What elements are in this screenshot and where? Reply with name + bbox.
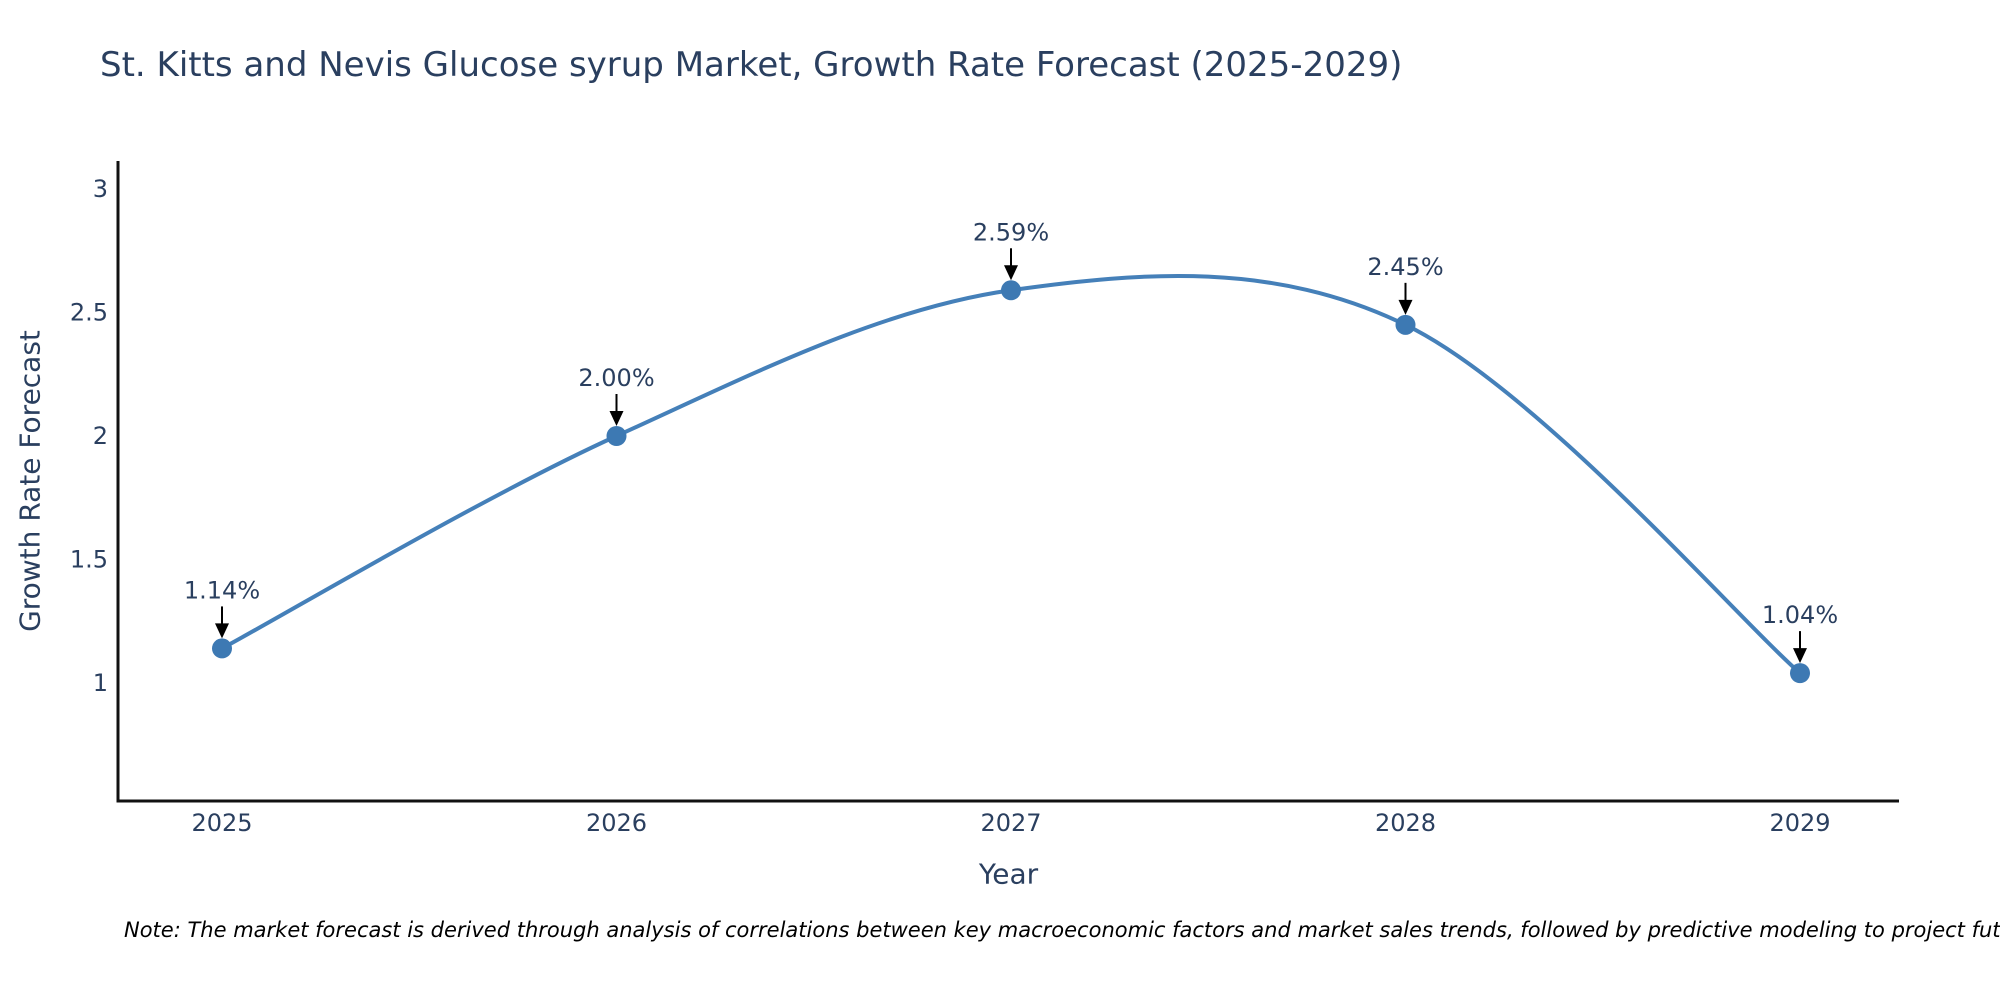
annotation-arrowhead bbox=[1004, 265, 1018, 281]
x-tick-label: 2025 bbox=[191, 809, 252, 837]
point-value-label: 2.59% bbox=[973, 218, 1049, 246]
annotation-arrowhead bbox=[1793, 648, 1807, 664]
x-tick-label: 2028 bbox=[1375, 809, 1436, 837]
y-tick-label: 1 bbox=[93, 669, 108, 697]
point-value-label: 2.45% bbox=[1367, 253, 1443, 281]
y-axis-title: Growth Rate Forecast bbox=[14, 330, 47, 632]
data-point-marker[interactable] bbox=[606, 426, 627, 446]
point-value-label: 1.04% bbox=[1762, 601, 1838, 629]
x-tick-label: 2026 bbox=[586, 809, 647, 837]
point-value-label: 2.00% bbox=[578, 364, 654, 392]
x-tick-label: 2029 bbox=[1769, 809, 1830, 837]
annotation-arrowhead bbox=[609, 411, 624, 426]
series-line bbox=[220, 274, 1802, 676]
data-point-marker[interactable] bbox=[212, 638, 232, 659]
chart-title: St. Kitts and Nevis Glucose syrup Market… bbox=[100, 45, 1403, 85]
x-axis-title: Year bbox=[978, 858, 1039, 891]
footnote: Note: The market forecast is derived thr… bbox=[124, 918, 2000, 942]
point-value-label: 1.14% bbox=[184, 576, 260, 604]
data-point-marker[interactable] bbox=[1001, 280, 1021, 301]
x-tick-label: 2027 bbox=[980, 809, 1041, 837]
annotation-arrowhead bbox=[1398, 299, 1413, 315]
data-point-marker[interactable] bbox=[1395, 314, 1416, 335]
y-tick-label: 2 bbox=[93, 422, 108, 450]
data-point-marker[interactable] bbox=[1790, 663, 1810, 684]
y-tick-label: 3 bbox=[93, 175, 108, 203]
y-tick-label: 1.5 bbox=[70, 546, 108, 574]
y-tick-label: 2.5 bbox=[70, 299, 108, 327]
annotation-arrowhead bbox=[215, 623, 229, 639]
